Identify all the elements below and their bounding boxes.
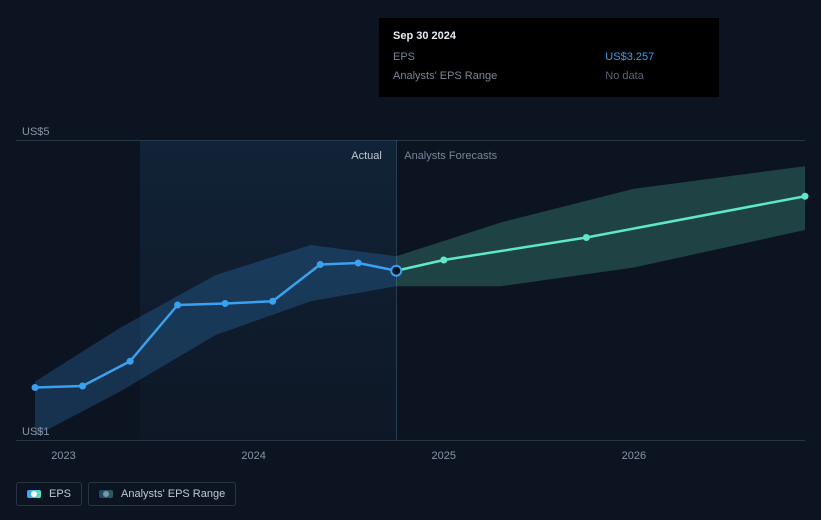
x-axis-label: 2025 [432,450,456,462]
eps-marker-actual [127,358,134,365]
tooltip-label: Analysts' EPS Range [393,67,605,87]
gridline [16,440,805,441]
range-area-forecast [396,166,805,286]
range-area-actual [35,245,396,436]
x-axis-label: 2026 [622,450,646,462]
legend-swatch-range [99,490,113,498]
data-tooltip: Sep 30 2024 EPS US$3.257 Analysts' EPS R… [379,18,719,97]
eps-marker-forecast [440,257,447,264]
legend-item-range[interactable]: Analysts' EPS Range [88,482,236,506]
legend-label: EPS [49,488,71,500]
chart-svg [16,140,805,440]
tooltip-title: Sep 30 2024 [393,28,705,46]
tooltip-row-range: Analysts' EPS Range No data [393,67,705,87]
x-axis-label: 2023 [51,450,75,462]
y-axis-label: US$5 [22,126,50,138]
eps-marker-actual [269,298,276,305]
tooltip-value: US$3.257 [605,48,705,68]
tooltip-label: EPS [393,48,605,68]
eps-marker-actual [355,260,362,267]
eps-marker-actual [174,302,181,309]
legend: EPS Analysts' EPS Range [16,482,236,506]
highlight-marker [391,266,401,276]
y-axis-label: US$1 [22,426,50,438]
legend-label: Analysts' EPS Range [121,488,225,500]
tooltip-value: No data [605,67,705,87]
x-axis-label: 2024 [241,450,265,462]
eps-marker-forecast [583,234,590,241]
eps-marker-actual [317,261,324,268]
tooltip-row-eps: EPS US$3.257 [393,48,705,68]
eps-marker-actual [32,384,39,391]
plot-area[interactable]: Actual Analysts Forecasts [16,140,805,440]
eps-marker-actual [222,300,229,307]
legend-swatch-eps [27,490,41,498]
eps-marker-actual [79,383,86,390]
legend-item-eps[interactable]: EPS [16,482,82,506]
tooltip-table: EPS US$3.257 Analysts' EPS Range No data [393,48,705,87]
eps-marker-forecast [802,193,809,200]
